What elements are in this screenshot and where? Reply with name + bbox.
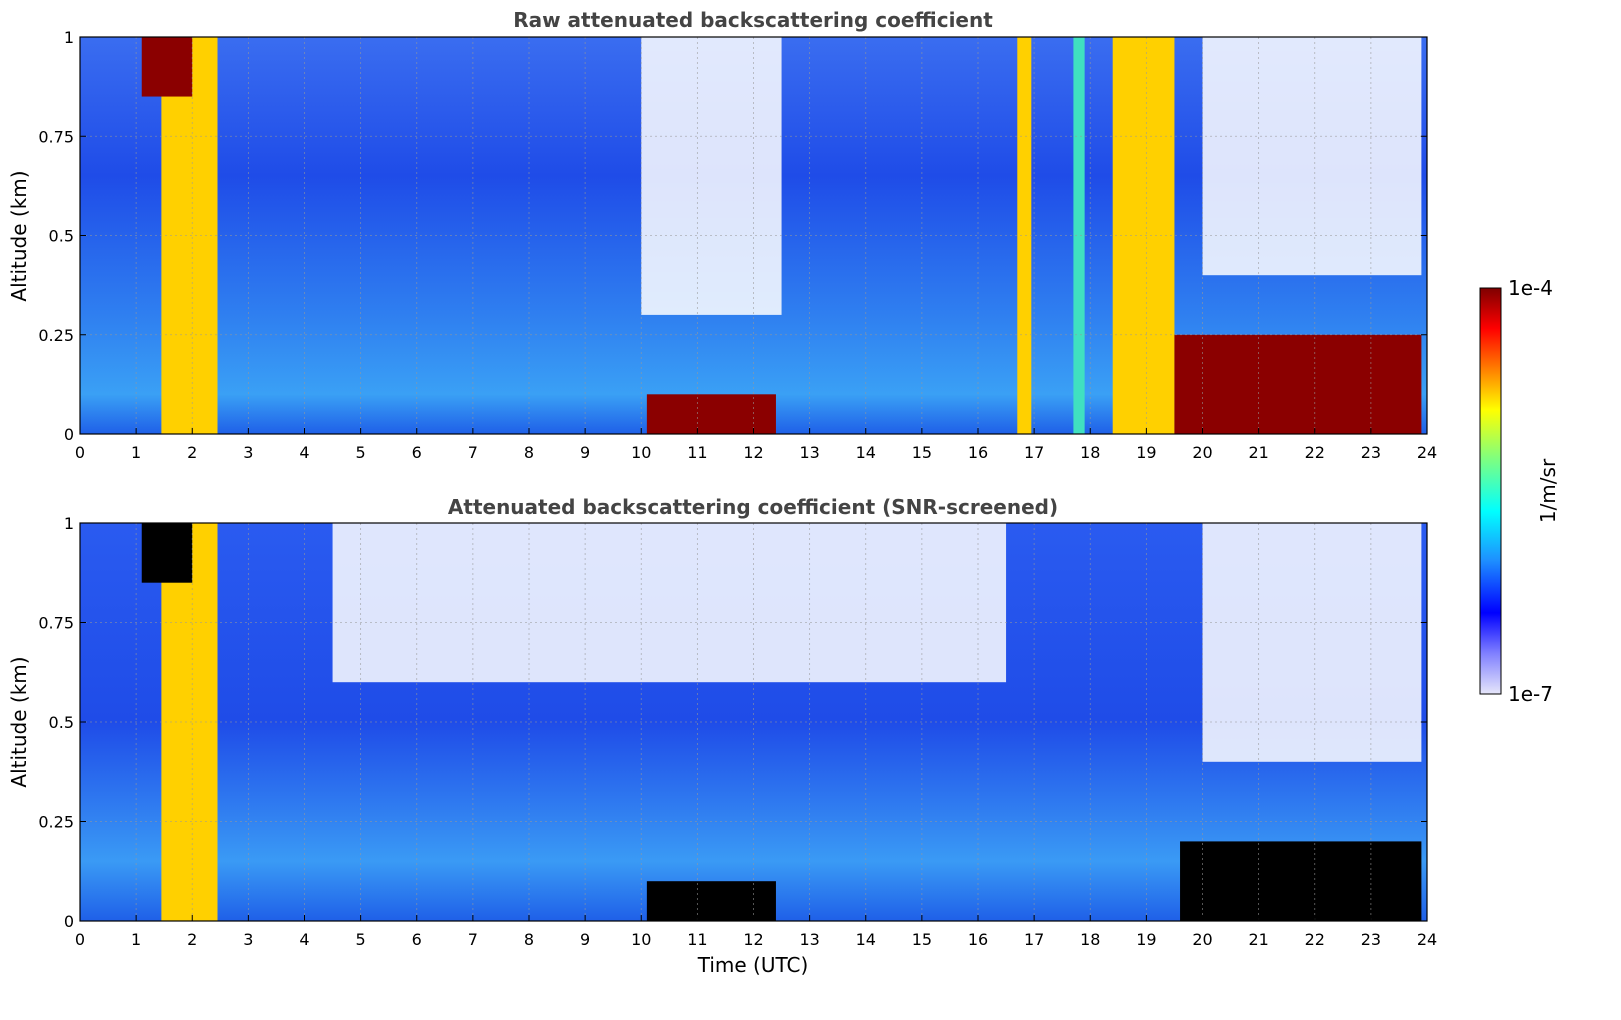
x-tick-label: 1 bbox=[131, 443, 141, 462]
y-axis-label-raw: Altitude (km) bbox=[7, 170, 31, 301]
x-tick-label: 18 bbox=[1080, 930, 1100, 949]
y-axis-label-screened: Altitude (km) bbox=[7, 656, 31, 787]
x-tick-label: 17 bbox=[1024, 443, 1044, 462]
y-tick-label: 0.25 bbox=[38, 326, 74, 345]
x-tick-label: 19 bbox=[1136, 443, 1156, 462]
y-tick-label: 0.5 bbox=[49, 227, 74, 246]
x-tick-label: 11 bbox=[687, 930, 707, 949]
x-axis-label: Time (UTC) bbox=[697, 953, 809, 977]
x-tick-label: 3 bbox=[243, 930, 253, 949]
x-tick-label: 14 bbox=[856, 443, 876, 462]
x-tick-label: 4 bbox=[299, 443, 309, 462]
colorbar-min-label: 1e-7 bbox=[1508, 682, 1553, 706]
x-tick-label: 3 bbox=[243, 443, 253, 462]
y-tick-label: 1 bbox=[64, 28, 74, 47]
y-ticks-raw: 0 0.25 0.5 0.75 1 bbox=[38, 28, 1427, 444]
x-tick-label: 0 bbox=[75, 443, 85, 462]
x-tick-label: 14 bbox=[856, 930, 876, 949]
y-tick-label: 0.75 bbox=[38, 127, 74, 146]
heatmap-region bbox=[141, 37, 193, 97]
x-tick-label: 21 bbox=[1248, 443, 1268, 462]
x-tick-label: 24 bbox=[1417, 930, 1437, 949]
heatmap-region bbox=[646, 394, 776, 434]
x-tick-label: 16 bbox=[968, 930, 988, 949]
x-tick-label: 22 bbox=[1305, 930, 1325, 949]
x-tick-label: 12 bbox=[743, 443, 763, 462]
panel-title-screened: Attenuated backscattering coefficient (S… bbox=[448, 495, 1058, 519]
heatmap-features-screened bbox=[141, 523, 1422, 921]
x-tick-label: 23 bbox=[1361, 443, 1381, 462]
x-tick-label: 0 bbox=[75, 930, 85, 949]
heatmap-region bbox=[1202, 523, 1422, 762]
colorbar: 1e-4 1e-7 1/m/sr bbox=[1479, 276, 1560, 706]
x-tick-label: 13 bbox=[799, 930, 819, 949]
x-tick-label: 20 bbox=[1192, 930, 1212, 949]
x-tick-label: 8 bbox=[524, 443, 534, 462]
heatmap-region bbox=[646, 881, 776, 921]
colorbar-gradient bbox=[1479, 287, 1502, 695]
x-ticks-raw: 0 1 2 3 4 5 6 7 8 9 10 11 12 13 14 15 16 17 18 19 20 21 22 23 24 bbox=[75, 428, 1437, 462]
heatmap-screened bbox=[80, 523, 1427, 921]
heatmap-region bbox=[1112, 37, 1175, 434]
x-tick-label: 7 bbox=[468, 443, 478, 462]
panel-raw: Raw attenuated backscattering coefficien… bbox=[7, 8, 1437, 462]
x-tick-label: 15 bbox=[912, 443, 932, 462]
panel-screened: Attenuated backscattering coefficient (S… bbox=[7, 495, 1437, 977]
x-tick-label: 17 bbox=[1024, 930, 1044, 949]
x-tick-label: 10 bbox=[631, 930, 651, 949]
y-tick-label: 0.75 bbox=[38, 614, 74, 633]
heatmap-region bbox=[1017, 37, 1032, 434]
x-tick-label: 6 bbox=[412, 930, 422, 949]
heatmap-raw bbox=[80, 37, 1427, 434]
heatmap-region bbox=[1174, 334, 1422, 434]
heatmap-region bbox=[1180, 841, 1422, 921]
y-tick-label: 0.25 bbox=[38, 813, 74, 832]
y-tick-label: 0.5 bbox=[49, 713, 74, 732]
panel-title-raw: Raw attenuated backscattering coefficien… bbox=[513, 8, 993, 32]
x-tick-label: 5 bbox=[356, 443, 366, 462]
x-tick-label: 8 bbox=[524, 930, 534, 949]
x-tick-label: 5 bbox=[356, 930, 366, 949]
heatmap-region bbox=[1202, 37, 1422, 276]
x-tick-label: 1 bbox=[131, 930, 141, 949]
x-tick-label: 18 bbox=[1080, 443, 1100, 462]
heatmap-region bbox=[141, 523, 193, 583]
x-tick-label: 6 bbox=[412, 443, 422, 462]
colorbar-unit-label: 1/m/sr bbox=[1536, 458, 1560, 523]
x-tick-label: 2 bbox=[187, 930, 197, 949]
x-tick-label: 16 bbox=[968, 443, 988, 462]
y-ticks-screened: 0 0.25 0.5 0.75 1 bbox=[38, 514, 1427, 931]
colorbar-max-label: 1e-4 bbox=[1508, 276, 1553, 300]
x-tick-label: 2 bbox=[187, 443, 197, 462]
x-tick-label: 21 bbox=[1248, 930, 1268, 949]
x-tick-label: 20 bbox=[1192, 443, 1212, 462]
heatmap-region bbox=[332, 523, 1007, 683]
x-ticks-screened: 0 1 2 3 4 5 6 7 8 9 10 11 12 13 14 15 16 17 18 19 20 21 22 23 24 bbox=[75, 915, 1437, 949]
x-tick-label: 13 bbox=[799, 443, 819, 462]
x-tick-label: 9 bbox=[580, 443, 590, 462]
x-tick-label: 22 bbox=[1305, 443, 1325, 462]
x-tick-label: 12 bbox=[743, 930, 763, 949]
y-tick-label: 0 bbox=[64, 912, 74, 931]
x-tick-label: 24 bbox=[1417, 443, 1437, 462]
y-tick-label: 0 bbox=[64, 425, 74, 444]
gridlines-screened bbox=[79, 522, 1428, 922]
x-tick-label: 23 bbox=[1361, 930, 1381, 949]
x-tick-label: 7 bbox=[468, 930, 478, 949]
heatmap-region bbox=[1073, 37, 1085, 434]
x-tick-label: 4 bbox=[299, 930, 309, 949]
y-tick-label: 1 bbox=[64, 514, 74, 533]
x-tick-label: 11 bbox=[687, 443, 707, 462]
x-tick-label: 9 bbox=[580, 930, 590, 949]
x-tick-label: 19 bbox=[1136, 930, 1156, 949]
x-tick-label: 15 bbox=[912, 930, 932, 949]
x-tick-label: 10 bbox=[631, 443, 651, 462]
heatmap-region bbox=[641, 37, 782, 315]
